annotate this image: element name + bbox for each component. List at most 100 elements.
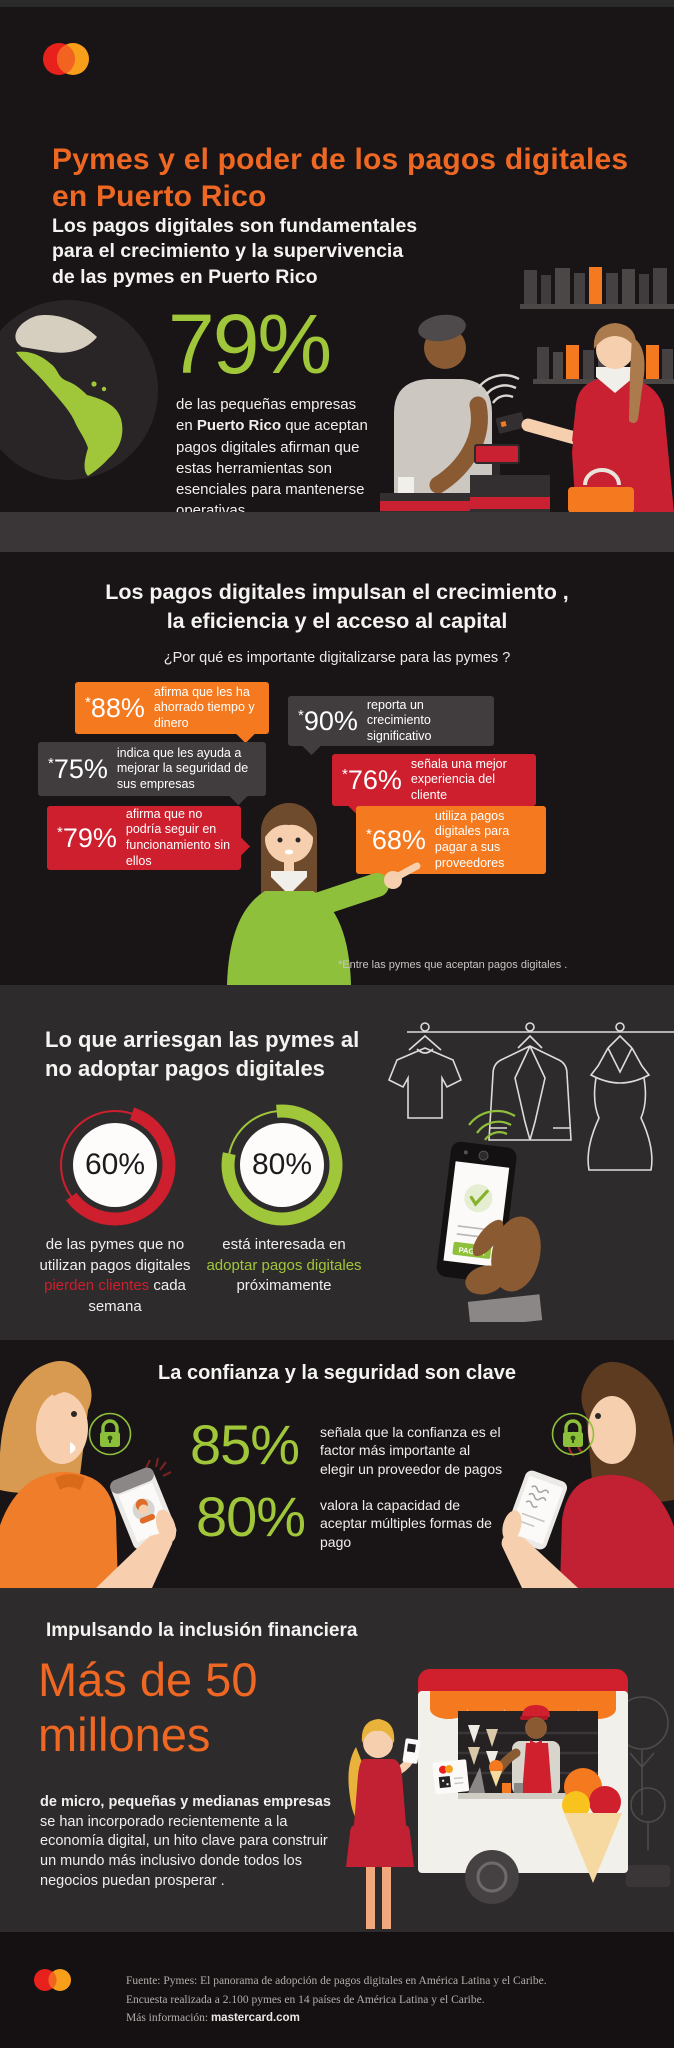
vendor — [489, 1705, 560, 1795]
clerk-hair — [418, 314, 466, 342]
inclusion-body: de micro, pequeñas y medianas empresas s… — [40, 1793, 334, 1892]
globe-illustration — [0, 300, 158, 480]
donut-chart-interested: 80% — [217, 1100, 347, 1230]
stat-bubble-growth: *90% reporta un crecimiento significativ… — [288, 696, 494, 756]
stat-text: afirma que les ha ahorrado tiempo y dine… — [153, 684, 255, 730]
donut-chart-lose-clients: 60% — [50, 1100, 180, 1230]
growth-question: ¿Por qué es importante digitalizarse par… — [163, 650, 511, 666]
customer-leg — [366, 1867, 375, 1929]
hero-stat-description: de las pequeñas empresas en Puerto Rico … — [176, 394, 374, 522]
spark-lines — [145, 1457, 172, 1477]
truck-customer — [346, 1719, 421, 1929]
hand-palm — [491, 1216, 541, 1292]
vendor-head — [525, 1717, 547, 1739]
lock-badge-left — [88, 1412, 132, 1456]
woman-collar — [271, 871, 307, 895]
orange-book — [646, 345, 659, 379]
stat-text: afirma que no podría seguir en funcionam… — [125, 806, 231, 868]
stat-bubble-security: *75% indica que les ayuda a mejorar la s… — [38, 742, 266, 806]
inclusion-headline: Más de 50 millones — [38, 1653, 258, 1762]
growth-title-line1: Los pagos digitales impulsan el crecimie… — [105, 580, 569, 604]
phone-screen — [508, 1475, 564, 1545]
man-collar — [55, 1474, 85, 1490]
footer-source-text: Fuente: Pymes: El panorama de adopción d… — [126, 1972, 626, 2028]
orange-book — [566, 345, 579, 379]
truck-wheel — [465, 1850, 519, 1904]
register-screen — [474, 444, 520, 464]
clerk-body — [394, 379, 492, 513]
customer-head — [596, 331, 634, 369]
clothes-payment-illustration: PAGAR — [387, 1022, 674, 1322]
stat-value: *90% — [298, 705, 358, 736]
hand-thumb — [472, 1219, 504, 1257]
check-icon — [469, 1189, 489, 1207]
footer-line1: Fuente: Pymes: El panorama de adopción d… — [126, 1975, 547, 1987]
latin-america-shape — [16, 351, 123, 476]
food-truck-illustration — [346, 1669, 670, 1929]
shopping-bag — [568, 487, 634, 513]
tshirt-outline — [387, 1034, 463, 1119]
customer-hair — [593, 323, 637, 349]
customer-collar — [596, 367, 634, 393]
donut-caption-interested: está interesada en adoptar pagos digital… — [206, 1236, 362, 1295]
man-arm — [96, 1532, 173, 1588]
man-shirt — [0, 1471, 118, 1588]
contactless-waves-icon — [478, 374, 520, 404]
page-title-line1: Pymes y el poder de los pagos digitales — [52, 143, 629, 176]
risk-section-title: Lo que arriesgan las pymes al no adoptar… — [45, 1027, 360, 1081]
sleeve — [467, 1294, 543, 1322]
customer-face — [363, 1728, 393, 1758]
donut-value: 80% — [251, 1148, 313, 1181]
serving-cone — [490, 1771, 502, 1787]
woman-top — [560, 1474, 674, 1588]
trust-section-title: La confianza y la seguridad son clave — [158, 1362, 516, 1384]
caribbean-island-dot — [101, 386, 107, 392]
stat-text: indica que les ayuda a mejorar la seguri… — [116, 745, 249, 791]
trust-stat-text-80: valora la capacidad de aceptar múltiples… — [320, 1497, 492, 1550]
inclusion-section-title: Impulsando la inclusión financiera — [46, 1620, 358, 1641]
orange-book — [589, 267, 602, 304]
hanging-cones — [468, 1725, 498, 1769]
stat-value: *68% — [366, 824, 426, 855]
lock-icon — [100, 1419, 120, 1447]
checkout-scene-illustration — [380, 267, 674, 513]
clerk-arm — [429, 396, 488, 494]
stat-value: *88% — [85, 692, 145, 723]
pointing-woman-illustration — [227, 803, 421, 985]
stat-value: *76% — [342, 764, 402, 795]
big-ice-cream — [562, 1768, 622, 1883]
woman-arm — [501, 1534, 578, 1588]
vendor-cap — [522, 1705, 550, 1717]
mastercard-overlap — [56, 44, 76, 74]
pointing-finger — [389, 862, 421, 883]
hero-subtitle: Los pagos digitales son fundamentales pa… — [52, 215, 418, 288]
customer-leg — [382, 1867, 391, 1929]
latin-america-map — [15, 315, 123, 476]
jacket-outline — [488, 1034, 572, 1141]
bag-handle — [583, 468, 621, 486]
trust-stat-value-80: 80% — [196, 1485, 306, 1548]
receipt-phone — [504, 1470, 568, 1550]
qr-code — [438, 1776, 451, 1789]
customer-dress — [346, 1759, 414, 1867]
customer-ponytail — [629, 337, 645, 424]
stat-bubble-operations: *79% afirma que no podría seguir en func… — [47, 806, 251, 870]
woman-face — [588, 1396, 636, 1464]
inclusion-body-bold: de micro, pequeñas y medianas empresas — [40, 1794, 331, 1810]
hero-desc-pre: de las pequeñas empresas en — [176, 396, 357, 435]
stat-value: *79% — [57, 822, 117, 853]
stat-text: utiliza pagos digitales para pagar a sus… — [434, 808, 510, 870]
growth-title-line2: la eficiencia y el acceso al capital — [166, 609, 508, 634]
trust-stat-value-85: 85% — [190, 1413, 300, 1476]
footer-mastercard-link[interactable]: mastercard.com — [210, 2012, 300, 2025]
mastercard-mini-logo — [444, 1765, 453, 1774]
footer-more-info-label: Más información: — [126, 2012, 209, 2025]
mastercard-logo — [43, 43, 89, 75]
caribbean-island-dot — [91, 381, 97, 387]
north-america-shape — [15, 315, 97, 353]
receipt — [398, 477, 414, 495]
woman-fringe — [265, 809, 313, 837]
woman-hand — [502, 1510, 522, 1542]
trust-left-person-illustration — [0, 1361, 177, 1588]
footer-line2: Encuesta realizada a 2.100 pymes en 14 p… — [126, 1993, 485, 2006]
